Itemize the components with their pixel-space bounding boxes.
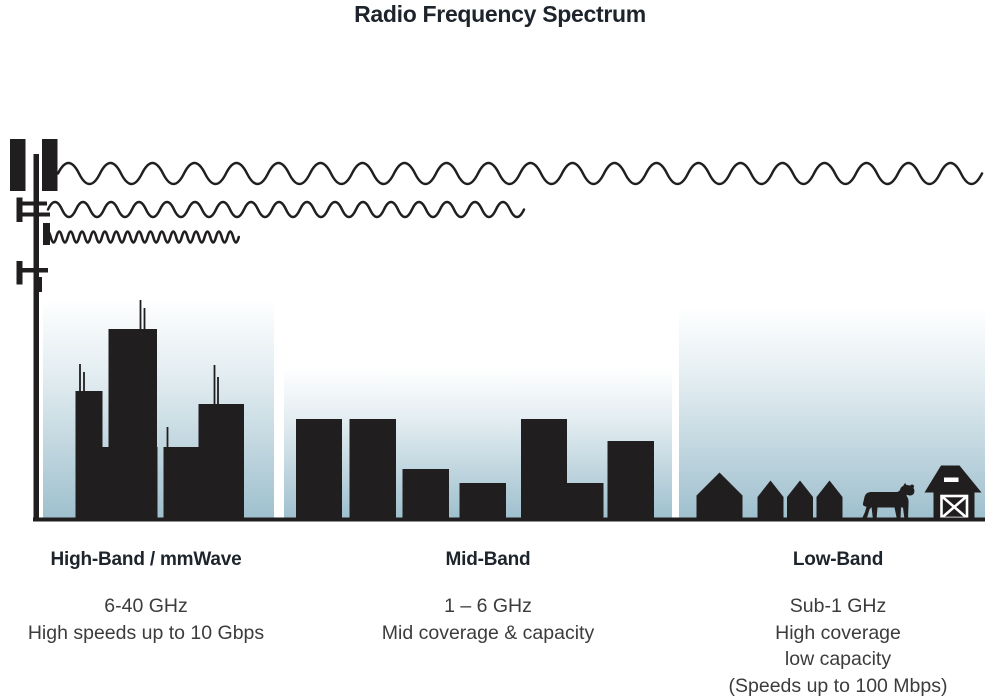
building-silhouette <box>296 419 342 520</box>
building-silhouette <box>567 483 604 520</box>
house-icon <box>787 480 813 520</box>
house-icon <box>696 472 743 520</box>
long-wavelength-wave <box>56 161 984 186</box>
ground-line <box>33 517 985 522</box>
high-band-details: 6-40 GHz High speeds up to 10 Gbps <box>16 593 276 646</box>
skyscraper-silhouette <box>198 404 244 520</box>
low-band-label: Low-Band Sub-1 GHz High coverage low capac… <box>688 549 988 699</box>
band-detail-line: (Speeds up to 100 Mbps) <box>728 674 948 697</box>
high-band-label: High-Band / mmWave 6-40 GHz High speeds u… <box>16 549 276 646</box>
cow-icon <box>862 483 915 520</box>
skyscraper-silhouette <box>108 329 157 520</box>
short-wavelength-wave <box>43 230 241 244</box>
mid-band-heading: Mid-Band <box>445 549 531 570</box>
building-silhouette <box>607 441 654 520</box>
building-silhouette <box>521 419 567 520</box>
band-detail-line: Mid coverage & capacity <box>381 621 595 644</box>
town-buildings-icon <box>296 419 654 520</box>
skyscraper-silhouette <box>163 447 199 520</box>
rural-houses-icon <box>696 472 843 520</box>
band-detail-line: High speeds up to 10 Gbps <box>27 621 265 644</box>
rooftop-antennas <box>79 300 219 447</box>
city-skyline-icon <box>75 300 244 520</box>
band-detail-line: Sub-1 GHz <box>789 595 887 617</box>
radio-waves <box>43 161 984 244</box>
page-title: Radio Frequency Spectrum <box>354 1 646 27</box>
house-icon <box>816 480 843 520</box>
building-silhouette <box>349 419 396 520</box>
medium-wavelength-wave <box>46 200 526 219</box>
barn-loft-window <box>944 477 959 482</box>
building-silhouette <box>402 469 449 520</box>
band-detail-line: 1 – 6 GHz <box>444 595 532 617</box>
band-detail-line: High coverage <box>775 621 901 644</box>
band-detail-line: low capacity <box>784 648 892 670</box>
low-band-heading: Low-Band <box>792 549 884 570</box>
building-silhouette <box>459 483 506 520</box>
mid-band-details: 1 – 6 GHz Mid coverage & capacity <box>358 593 618 646</box>
low-band-details: Sub-1 GHz High coverage low capacity (Speed… <box>688 593 988 699</box>
house-icon <box>757 480 784 520</box>
high-band-heading: High-Band / mmWave <box>50 549 242 570</box>
barn-door <box>940 494 969 520</box>
barn-icon <box>924 465 982 520</box>
cell-tower-icon <box>10 139 58 518</box>
band-detail-line: 6-40 GHz <box>104 595 188 617</box>
mid-band-label: Mid-Band 1 – 6 GHz Mid coverage & capacit… <box>358 549 618 646</box>
